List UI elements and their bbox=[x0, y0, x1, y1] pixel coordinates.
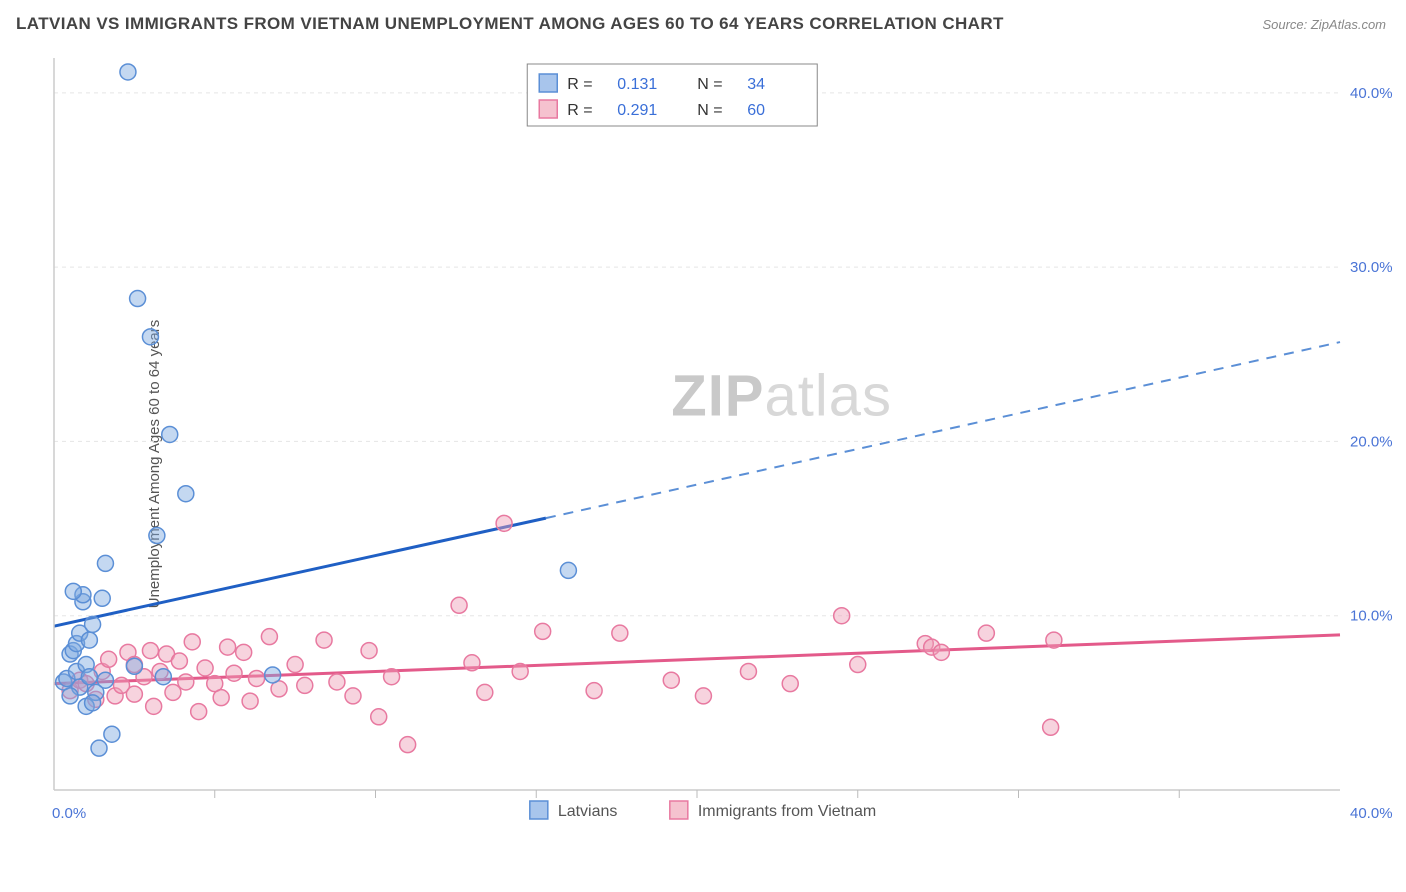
data-point-vietnam bbox=[1046, 632, 1062, 648]
watermark: ZIPatlas bbox=[671, 363, 892, 428]
data-point-vietnam bbox=[261, 629, 277, 645]
data-point-latvian bbox=[104, 726, 120, 742]
data-point-latvian bbox=[142, 329, 158, 345]
data-point-vietnam bbox=[464, 655, 480, 671]
data-point-vietnam bbox=[220, 639, 236, 655]
trend-line-latvian-extrapolated bbox=[546, 342, 1340, 518]
data-point-vietnam bbox=[496, 515, 512, 531]
data-point-vietnam bbox=[535, 623, 551, 639]
correlation-chart: 10.0% 20.0% 30.0% 40.0% ZIPatlas 0.0% 40.0% R =… bbox=[40, 44, 1400, 864]
data-point-latvian bbox=[85, 616, 101, 632]
data-point-latvian bbox=[94, 590, 110, 606]
data-point-vietnam bbox=[297, 677, 313, 693]
y-tick-label: 10.0% bbox=[1350, 608, 1393, 625]
data-point-vietnam bbox=[512, 663, 528, 679]
data-point-vietnam bbox=[126, 686, 142, 702]
legend-r-value-latvian: 0.131 bbox=[617, 76, 657, 93]
data-point-vietnam bbox=[1043, 719, 1059, 735]
data-point-latvian bbox=[265, 667, 281, 683]
bottom-legend-label-vietnam: Immigrants from Vietnam bbox=[698, 803, 876, 820]
x-origin-label: 0.0% bbox=[52, 805, 86, 822]
chart-source: Source: ZipAtlas.com bbox=[1262, 17, 1386, 32]
data-point-vietnam bbox=[663, 672, 679, 688]
y-tick-label: 40.0% bbox=[1350, 85, 1393, 102]
data-point-vietnam bbox=[834, 608, 850, 624]
data-point-vietnam bbox=[695, 688, 711, 704]
data-point-vietnam bbox=[400, 737, 416, 753]
bottom-legend-swatch-latvian bbox=[530, 801, 548, 819]
data-point-vietnam bbox=[101, 651, 117, 667]
data-point-vietnam bbox=[287, 657, 303, 673]
data-point-vietnam bbox=[184, 634, 200, 650]
data-point-latvian bbox=[130, 291, 146, 307]
data-point-vietnam bbox=[782, 676, 798, 692]
y-tick-label: 30.0% bbox=[1350, 259, 1393, 276]
legend-n-value-latvian: 34 bbox=[747, 76, 765, 93]
data-point-latvian bbox=[178, 486, 194, 502]
bottom-legend-swatch-vietnam bbox=[670, 801, 688, 819]
data-point-vietnam bbox=[213, 690, 229, 706]
data-point-latvian bbox=[85, 695, 101, 711]
legend-n-value-vietnam: 60 bbox=[747, 102, 765, 119]
data-point-vietnam bbox=[978, 625, 994, 641]
y-tick-label: 20.0% bbox=[1350, 433, 1393, 450]
data-point-vietnam bbox=[236, 644, 252, 660]
data-point-vietnam bbox=[361, 643, 377, 659]
data-point-vietnam bbox=[586, 683, 602, 699]
data-point-latvian bbox=[560, 562, 576, 578]
data-point-vietnam bbox=[178, 674, 194, 690]
data-point-latvian bbox=[162, 426, 178, 442]
chart-container: Unemployment Among Ages 60 to 64 years 1… bbox=[0, 44, 1406, 884]
data-point-vietnam bbox=[197, 660, 213, 676]
legend-swatch-vietnam bbox=[539, 100, 557, 118]
data-point-vietnam bbox=[242, 693, 258, 709]
x-end-label: 40.0% bbox=[1350, 805, 1393, 822]
data-point-latvian bbox=[126, 658, 142, 674]
bottom-legend-label-latvian: Latvians bbox=[558, 803, 618, 820]
data-point-vietnam bbox=[477, 684, 493, 700]
data-point-vietnam bbox=[612, 625, 628, 641]
data-point-vietnam bbox=[316, 632, 332, 648]
data-point-latvian bbox=[65, 583, 81, 599]
data-point-vietnam bbox=[226, 665, 242, 681]
legend-r-value-vietnam: 0.291 bbox=[617, 102, 657, 119]
data-point-vietnam bbox=[191, 704, 207, 720]
data-point-latvian bbox=[81, 632, 97, 648]
chart-title: LATVIAN VS IMMIGRANTS FROM VIETNAM UNEMP… bbox=[16, 14, 1004, 34]
data-point-vietnam bbox=[933, 644, 949, 660]
chart-header: LATVIAN VS IMMIGRANTS FROM VIETNAM UNEMP… bbox=[0, 0, 1406, 44]
data-point-vietnam bbox=[249, 670, 265, 686]
data-point-vietnam bbox=[146, 698, 162, 714]
legend-n-label: N = bbox=[697, 102, 722, 119]
data-point-vietnam bbox=[142, 643, 158, 659]
legend-swatch-latvian bbox=[539, 74, 557, 92]
legend-n-label: N = bbox=[697, 76, 722, 93]
data-point-latvian bbox=[81, 669, 97, 685]
data-point-vietnam bbox=[384, 669, 400, 685]
data-point-latvian bbox=[97, 672, 113, 688]
data-point-vietnam bbox=[371, 709, 387, 725]
legend-r-label: R = bbox=[567, 76, 592, 93]
data-point-vietnam bbox=[329, 674, 345, 690]
data-point-latvian bbox=[91, 740, 107, 756]
data-point-vietnam bbox=[171, 653, 187, 669]
data-point-vietnam bbox=[345, 688, 361, 704]
legend-r-label: R = bbox=[567, 102, 592, 119]
data-point-latvian bbox=[120, 64, 136, 80]
data-point-vietnam bbox=[451, 597, 467, 613]
data-point-latvian bbox=[149, 528, 165, 544]
trend-line-latvian bbox=[54, 518, 546, 626]
data-point-vietnam bbox=[740, 663, 756, 679]
data-point-latvian bbox=[62, 688, 78, 704]
data-point-latvian bbox=[97, 555, 113, 571]
data-point-vietnam bbox=[850, 657, 866, 673]
data-point-latvian bbox=[155, 669, 171, 685]
